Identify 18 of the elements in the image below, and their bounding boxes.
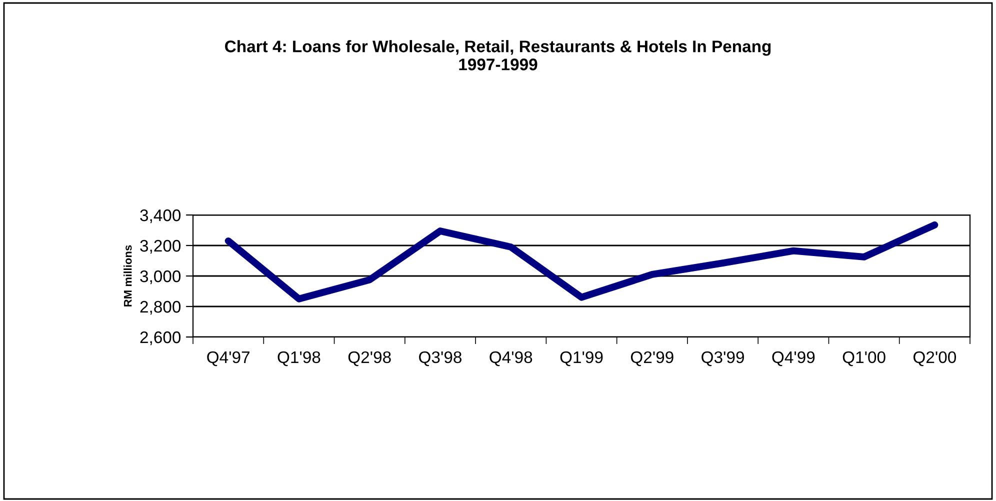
- y-axis-title: RM millions: [124, 245, 132, 306]
- x-tick-label: Q3'99: [702, 351, 744, 366]
- y-tick-label: 2,800: [140, 300, 181, 315]
- x-tick-label: Q3'98: [419, 351, 462, 366]
- y-tick-label: 3,000: [140, 270, 181, 284]
- x-tick-label: Q2'99: [630, 351, 674, 366]
- x-tick-label: Q1'00: [842, 351, 886, 366]
- y-tick-label: 2,600: [140, 331, 181, 346]
- x-tick-label: Q4'98: [490, 351, 532, 366]
- x-tick-label: Q2'00: [913, 351, 956, 366]
- x-tick-label: Q4'97: [207, 351, 250, 366]
- chart-title: Chart 4: Loans for Wholesale, Retail, Restaurants & Hotels In Penang 1997-1999: [225, 40, 771, 70]
- y-tick-label: 3,400: [140, 209, 181, 224]
- x-tick-label: Q1'99: [560, 351, 603, 366]
- x-tick-label: Q2'98: [348, 351, 391, 366]
- y-tick-label: 3,200: [140, 240, 181, 254]
- x-tick-label: Q4'99: [772, 351, 815, 366]
- x-tick-label: Q1'98: [278, 351, 320, 366]
